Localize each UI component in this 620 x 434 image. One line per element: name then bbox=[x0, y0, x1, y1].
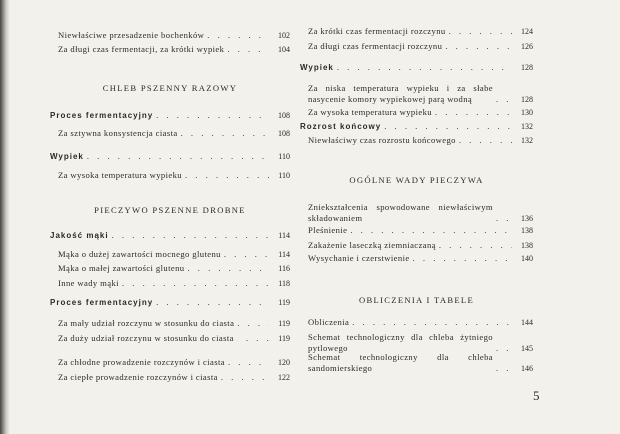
toc-section: Proces fermentacyjny 108 bbox=[50, 110, 290, 121]
page-number: 5 bbox=[533, 388, 540, 403]
entry-text: Za ciepłe prowadzenie rozczynów i ciasta bbox=[58, 372, 218, 382]
entry-text: Niewłaściwy czas rozrostu końcowego bbox=[308, 135, 456, 145]
page-ref: 130 bbox=[521, 108, 533, 117]
page-ref: 138 bbox=[521, 226, 533, 235]
toc-entry: Mąka o małej zawartości glutenu 116 bbox=[58, 263, 290, 274]
toc-section: Proces fermentacyjny 119 bbox=[50, 297, 290, 308]
toc-entry: Za chłodne prowadzenie rozczynów i ciast… bbox=[58, 357, 290, 368]
page-ref: 132 bbox=[521, 136, 533, 145]
toc-entry: Mąka o dużej zawartości mocnego glutenu 1… bbox=[58, 249, 290, 260]
page-ref: 108 bbox=[278, 129, 290, 138]
page-ref: 140 bbox=[521, 254, 533, 263]
entry-text: Za mały udział rozczynu w stosunku do ci… bbox=[58, 318, 235, 328]
toc-entry: Zniekształcenia spowodowane niewłaściwym… bbox=[308, 202, 533, 224]
section-heading: CHLEB PSZENNY RAZOWY bbox=[102, 83, 238, 93]
entry-text: Zakażenie laseczką ziemniaczaną bbox=[308, 240, 436, 250]
entry-text: Niewłaściwe przesadzenie bochenków bbox=[58, 30, 205, 40]
section-heading: OGÓLNE WADY PIECZYWA bbox=[349, 175, 484, 185]
entry-text: Schemat technologiczny dla chleba żytnie… bbox=[308, 332, 493, 353]
entry-text: Wypiek bbox=[50, 152, 84, 161]
page-ref: 119 bbox=[278, 298, 290, 307]
toc-entry: Za długi czas fermentacji, za krótki wyp… bbox=[58, 44, 290, 55]
page-ref: 124 bbox=[521, 27, 533, 36]
entry-text: Mąka o małej zawartości glutenu bbox=[58, 263, 185, 273]
page-ref: 120 bbox=[278, 358, 290, 367]
toc-entry: Za wysoka temperatura wypieku 110 bbox=[58, 170, 290, 181]
toc-entry: Za duży udział rozczynu w stosunku do ci… bbox=[58, 333, 290, 344]
toc-entry: Schemat technologiczny dla chleba sandom… bbox=[308, 352, 533, 374]
page-ref: 122 bbox=[278, 373, 290, 382]
entry-text: Inne wady mąki bbox=[58, 278, 119, 288]
entry-text: Zniekształcenia spowodowane niewłaściwym… bbox=[308, 202, 493, 223]
toc-section: Wypiek 128 bbox=[300, 62, 533, 73]
entry-text: Proces fermentacyjny bbox=[50, 111, 154, 120]
page-ref: 119 bbox=[278, 319, 290, 328]
page-ref: 102 bbox=[278, 31, 290, 40]
toc-section: Rozrost końcowy 132 bbox=[300, 121, 533, 132]
toc-entry: Niewłaściwe przesadzenie bochenków 102 bbox=[58, 30, 290, 41]
page-ref: 136 bbox=[521, 214, 533, 223]
page-ref: 126 bbox=[521, 42, 533, 51]
page-ref: 114 bbox=[278, 250, 290, 259]
toc-entry: Inne wady mąki 118 bbox=[58, 278, 290, 289]
page-ref: 119 bbox=[278, 334, 290, 343]
toc-entry: Za wysoka temperatura wypieku 130 bbox=[308, 107, 533, 118]
page-ref: 128 bbox=[521, 95, 533, 104]
toc-entry: Zakażenie laseczką ziemniaczaną 138 bbox=[308, 240, 533, 251]
toc-entry: Niewłaściwy czas rozrostu końcowego 132 bbox=[308, 135, 533, 146]
entry-text: Pleśnienie bbox=[308, 225, 348, 235]
entry-text: Za długi czas fermentacji rozczynu bbox=[308, 41, 443, 51]
page-ref: 145 bbox=[521, 344, 533, 353]
entry-text: Za wysoka temperatura wypieku bbox=[308, 107, 432, 117]
page-ref: 118 bbox=[278, 279, 290, 288]
entry-text: Jakość mąki bbox=[50, 231, 109, 240]
page-ref: 110 bbox=[278, 152, 290, 161]
toc-entry: Za krótki czas fermentacji rozczynu 124 bbox=[308, 26, 533, 37]
entry-text: Wysychanie i czerstwienie bbox=[308, 253, 410, 263]
toc-section: Wypiek 110 bbox=[50, 151, 290, 162]
page-ref: 128 bbox=[521, 63, 533, 72]
toc-entry: Za długi czas fermentacji rozczynu 126 bbox=[308, 41, 533, 52]
toc-entry: Za mały udział rozczynu w stosunku do ci… bbox=[58, 318, 290, 329]
entry-text: Obliczenia bbox=[308, 317, 350, 327]
toc-entry: Schemat technologiczny dla chleba żytnie… bbox=[308, 332, 533, 354]
entry-text: Mąka o dużej zawartości mocnego glutenu bbox=[58, 249, 221, 259]
page-ref: 104 bbox=[278, 45, 290, 54]
toc-entry: Za niska temperatura wypieku i za słabe … bbox=[308, 83, 533, 105]
toc-entry: Pleśnienie 138 bbox=[308, 225, 533, 236]
entry-text: Wypiek bbox=[300, 63, 334, 72]
section-heading: OBLICZENIA I TABELE bbox=[358, 295, 475, 305]
entry-text: Za niska temperatura wypieku i za słabe … bbox=[308, 83, 493, 104]
page-ref: 110 bbox=[278, 171, 290, 180]
page-ref: 146 bbox=[521, 364, 533, 373]
toc-entry: Za sztywna konsystencja ciasta 108 bbox=[58, 128, 290, 139]
page-ref: 116 bbox=[278, 264, 290, 273]
entry-text: Za duży udział rozczynu w stosunku do ci… bbox=[58, 333, 234, 343]
toc-entry: Wysychanie i czerstwienie 140 bbox=[308, 253, 533, 264]
entry-text: Za krótki czas fermentacji rozczynu bbox=[308, 26, 446, 36]
page-ref: 108 bbox=[278, 111, 290, 120]
page-ref: 138 bbox=[521, 241, 533, 250]
entry-text: Za wysoka temperatura wypieku bbox=[58, 170, 182, 180]
page-ref: 114 bbox=[278, 231, 290, 240]
section-heading: PIECZYWO PSZENNE DROBNE bbox=[94, 205, 246, 215]
page-ref: 132 bbox=[521, 122, 533, 131]
entry-text: Proces fermentacyjny bbox=[50, 298, 154, 307]
toc-entry: Za ciepłe prowadzenie rozczynów i ciasta… bbox=[58, 372, 290, 383]
entry-text: Za chłodne prowadzenie rozczynów i ciast… bbox=[58, 357, 225, 367]
entry-text: Schemat technologiczny dla chleba sandom… bbox=[308, 352, 493, 373]
entry-text: Za długi czas fermentacji, za krótki wyp… bbox=[58, 44, 225, 54]
toc-entry: Obliczenia 144 bbox=[308, 317, 533, 328]
entry-text: Rozrost końcowy bbox=[300, 122, 382, 131]
entry-text: Za sztywna konsystencja ciasta bbox=[58, 128, 178, 138]
toc-section: Jakość mąki 114 bbox=[50, 230, 290, 241]
page-ref: 144 bbox=[521, 318, 533, 327]
